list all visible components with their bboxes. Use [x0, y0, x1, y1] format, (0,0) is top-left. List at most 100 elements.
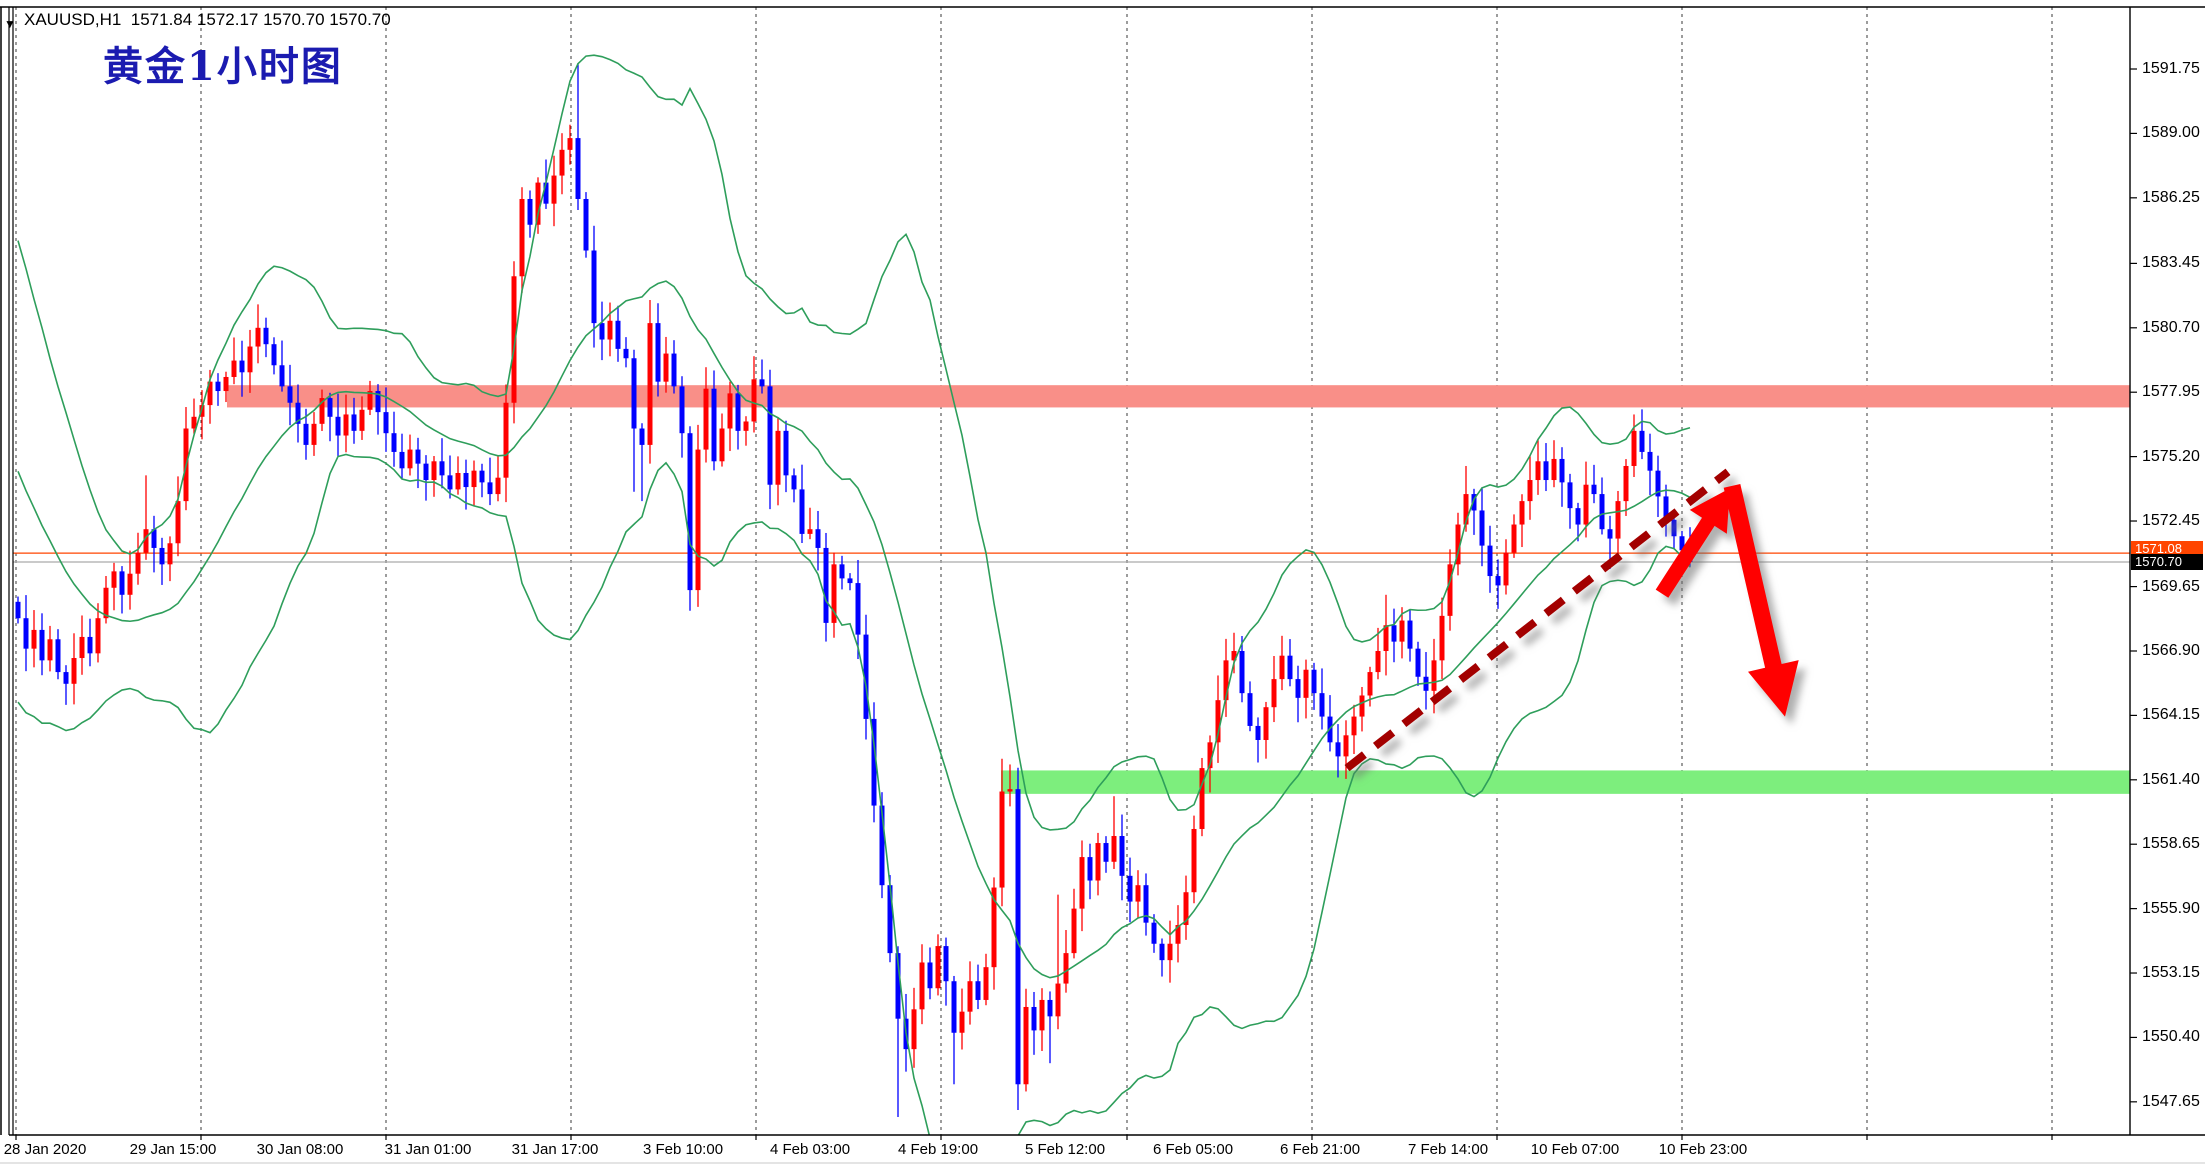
candle	[1167, 920, 1173, 983]
candle	[839, 555, 845, 590]
candle	[1287, 639, 1293, 687]
candle	[1639, 409, 1645, 460]
candle	[1343, 720, 1349, 779]
candle	[583, 192, 589, 258]
candle	[223, 371, 229, 403]
down-arrow[interactable]	[1723, 484, 1799, 717]
candle	[479, 463, 485, 498]
x-axis-label: 7 Feb 14:00	[1407, 1141, 1489, 1158]
candle	[671, 340, 677, 394]
candle	[1295, 665, 1301, 723]
candle	[1023, 988, 1029, 1092]
bollinger-middle-line	[17, 280, 1691, 979]
candle	[487, 457, 493, 506]
candle	[1359, 686, 1365, 732]
candle	[1383, 594, 1389, 676]
candle	[1319, 668, 1325, 730]
candle	[247, 329, 253, 393]
candle	[1615, 490, 1621, 558]
y-axis-label: 1558.65	[2142, 835, 2200, 853]
candle	[215, 373, 221, 406]
candle	[31, 610, 37, 668]
candle	[519, 187, 525, 294]
candle	[767, 369, 773, 510]
candle	[367, 380, 373, 416]
candle	[167, 536, 173, 582]
candle	[743, 416, 749, 446]
x-axis-label: 29 Jan 15:00	[129, 1141, 217, 1158]
candle	[615, 305, 621, 362]
candle	[1239, 635, 1245, 703]
candle	[855, 559, 861, 660]
candle	[1271, 655, 1277, 723]
x-axis-label: 28 Jan 2020	[3, 1141, 87, 1158]
candle	[1575, 502, 1581, 542]
candles-layer	[15, 63, 1693, 1118]
resistance-zone	[227, 385, 2130, 408]
x-axis-label: 6 Feb 21:00	[1279, 1141, 1361, 1158]
candle	[399, 433, 405, 480]
candle	[775, 417, 781, 506]
candle	[1479, 487, 1485, 567]
candle	[71, 633, 77, 705]
candle	[847, 573, 853, 591]
candle	[951, 975, 957, 1085]
up-arrow[interactable]	[1655, 488, 1730, 598]
candle	[455, 456, 461, 495]
candle	[591, 225, 597, 348]
candle	[1663, 484, 1669, 537]
candle	[871, 702, 877, 823]
x-axis-label: 6 Feb 05:00	[1152, 1141, 1234, 1158]
candle	[1327, 695, 1333, 752]
candle	[1135, 870, 1141, 919]
candle	[1047, 991, 1053, 1064]
y-axis-label: 1575.20	[2142, 447, 2200, 465]
candle	[159, 537, 165, 585]
candle	[935, 934, 941, 996]
candle	[631, 349, 637, 492]
y-axis-label: 1577.95	[2142, 383, 2200, 401]
candle	[1415, 641, 1421, 686]
candle	[359, 396, 365, 440]
candle	[263, 317, 269, 358]
candle	[111, 562, 117, 611]
x-axis-label: 3 Feb 10:00	[642, 1141, 724, 1158]
candle	[1487, 525, 1493, 593]
candle	[1567, 473, 1573, 529]
candle	[1311, 662, 1317, 710]
candle	[1199, 757, 1205, 837]
candle	[87, 618, 93, 667]
candle	[663, 336, 669, 393]
candle	[1551, 440, 1557, 488]
candle	[119, 566, 125, 614]
candle	[503, 384, 509, 503]
candle	[15, 596, 21, 624]
x-axis-label: 31 Jan 01:00	[384, 1141, 472, 1158]
candle	[447, 455, 453, 499]
candle	[567, 124, 573, 165]
candle	[1015, 767, 1021, 1111]
ascending-trendline[interactable]	[1344, 468, 1731, 772]
candle	[1583, 461, 1589, 538]
symbol-dropdown-icon[interactable]: ▼	[4, 17, 16, 31]
annotations-layer	[1344, 468, 1799, 772]
candle	[143, 475, 149, 560]
candle	[327, 392, 333, 442]
x-axis-label: 31 Jan 17:00	[511, 1141, 599, 1158]
candle	[623, 337, 629, 368]
y-axis-label: 1580.70	[2142, 318, 2200, 336]
candle	[231, 337, 237, 385]
candle	[975, 964, 981, 1010]
y-axis-label: 1564.15	[2142, 706, 2200, 724]
candle	[911, 987, 917, 1068]
candle	[255, 304, 261, 364]
candle	[1527, 455, 1533, 520]
candle	[1055, 894, 1061, 1030]
candle	[439, 438, 445, 489]
candle	[1263, 701, 1269, 759]
y-axis-label: 1555.90	[2142, 899, 2200, 917]
candle	[1111, 796, 1117, 869]
candle	[1087, 843, 1093, 900]
x-axis-label: 10 Feb 23:00	[1658, 1141, 1748, 1158]
